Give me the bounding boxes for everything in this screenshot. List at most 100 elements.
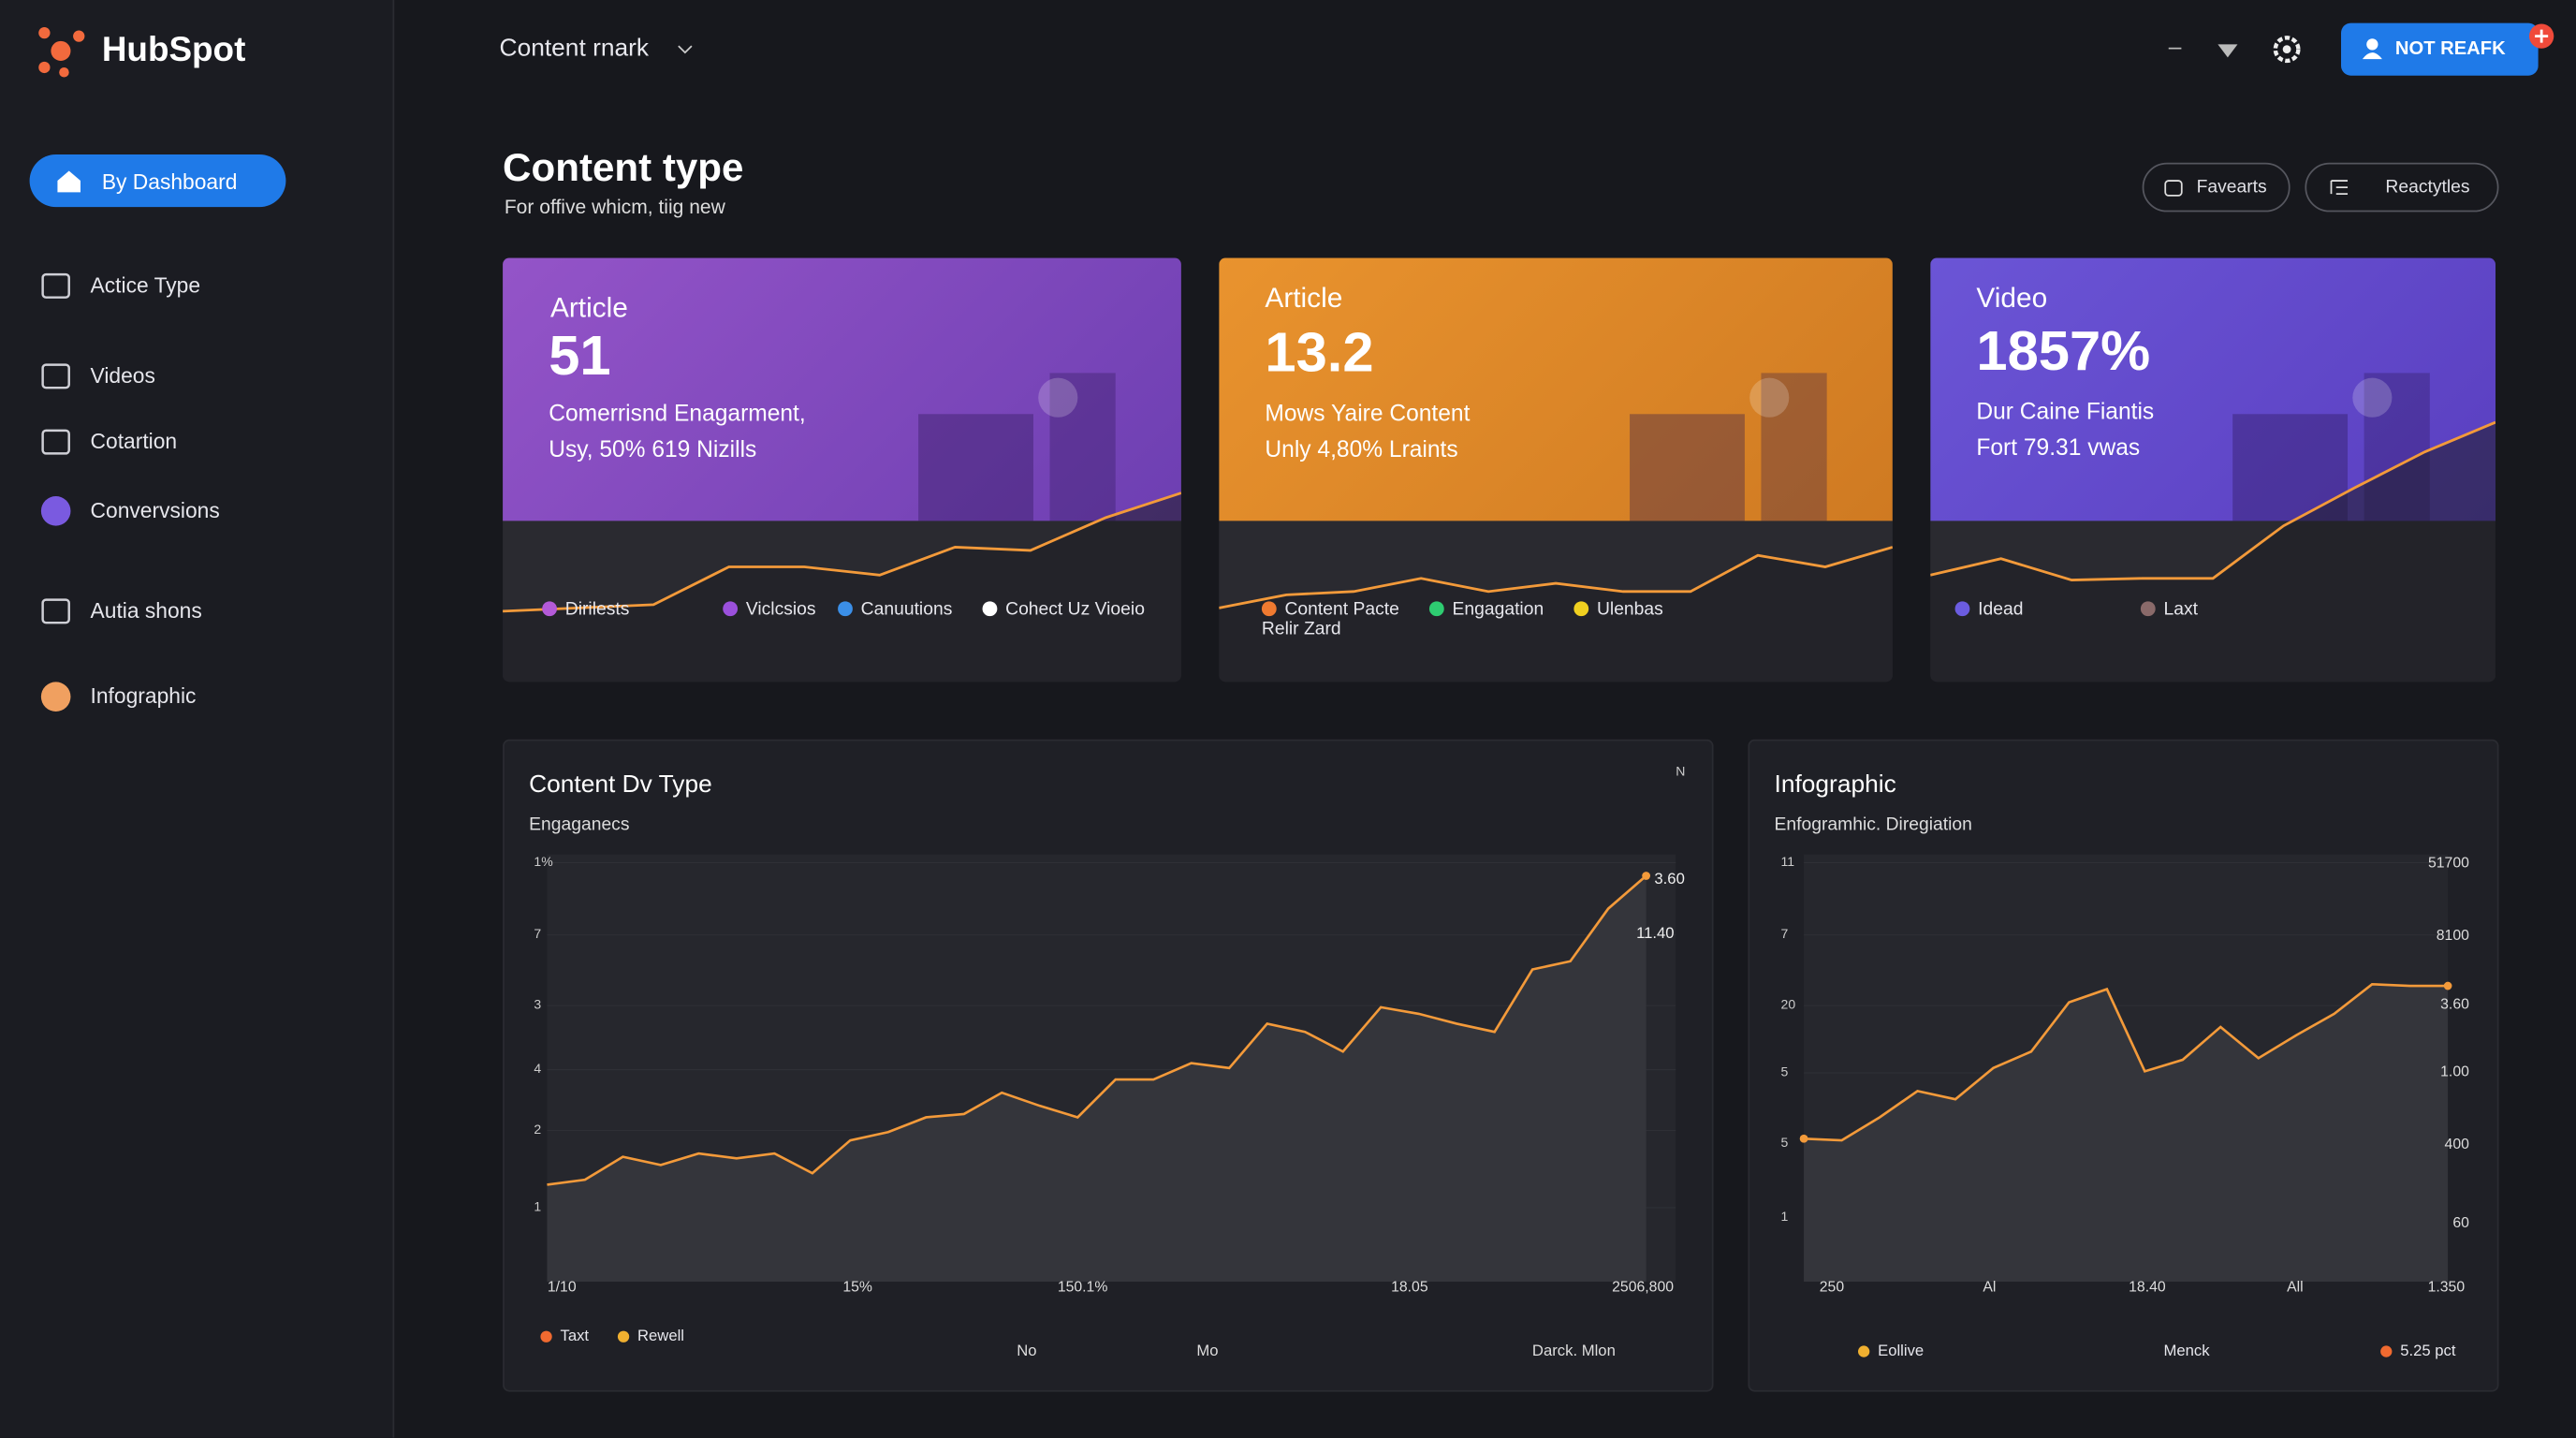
point-label: 3.60	[1654, 871, 1685, 889]
nav-item[interactable]: Infographic	[33, 677, 361, 716]
nav-label: Infographic	[90, 683, 197, 709]
home-icon	[57, 170, 80, 193]
nav-icon-shape	[40, 496, 71, 526]
legend-dot	[2140, 601, 2156, 617]
y-tick-label: 1%	[534, 854, 553, 870]
x-tick-label: Al	[1983, 1278, 1997, 1296]
favorites-button[interactable]: Favearts	[2142, 162, 2291, 213]
illustration-block	[1049, 373, 1116, 521]
nav-icon	[41, 429, 70, 455]
content-menu[interactable]: Content rnark	[499, 34, 650, 63]
y2-tick-label: 8100	[2436, 926, 2469, 944]
x-tick-label: All	[2287, 1278, 2304, 1296]
chart-corner: N	[1676, 764, 1686, 779]
chart-title: Infographic	[1774, 770, 1896, 799]
reactytles-label: Reactytles	[2385, 177, 2470, 198]
card-text: Dur Caine Fiantis	[1976, 397, 2155, 424]
legend-dot	[617, 1330, 630, 1343]
legend-item: Engagation	[1428, 599, 1627, 620]
legend-item: Laxt	[2140, 600, 2338, 620]
card-value: 13.2	[1265, 321, 1374, 385]
nav-icon-shape	[41, 363, 70, 389]
nav-icon-shape	[41, 429, 70, 455]
y-tick-label: 20	[1780, 997, 1796, 1013]
x-tick-label: 1.350	[2427, 1278, 2466, 1296]
legend-dot	[1261, 601, 1277, 617]
y2-tick-label: 400	[2444, 1135, 2469, 1152]
user-icon	[2362, 38, 2382, 60]
user-button[interactable]: NOT REAFK	[2341, 22, 2539, 76]
legend-item: Content Pacte Relir Zard	[1261, 599, 1410, 639]
x-tick-label: 150.1%	[1057, 1278, 1108, 1296]
point-label: 11.40	[1636, 925, 1675, 944]
nav-item[interactable]: Actice Type	[33, 266, 361, 305]
legend-dot	[982, 601, 998, 617]
card-text: Comerrisnd Enagarment,	[549, 399, 806, 426]
legend-dot	[1954, 601, 1970, 617]
y-tick-label: 4	[534, 1061, 542, 1077]
nav-icon-shape	[41, 598, 70, 624]
legend-dot	[540, 1330, 552, 1343]
nav-label: Autia shons	[90, 597, 202, 624]
nav-label: Cotartion	[90, 429, 178, 454]
dropdown-icon[interactable]	[2217, 44, 2238, 58]
legend-dot	[2380, 1345, 2393, 1357]
y-tick-label: 7	[1780, 926, 1789, 942]
legend-label: Rewell	[637, 1328, 685, 1346]
nav-icon	[40, 682, 71, 712]
legend-item: Menck	[2163, 1343, 2209, 1360]
minimize[interactable]: –	[2168, 33, 2182, 60]
nav-label: Actice Type	[90, 272, 201, 298]
legend-dot	[542, 601, 557, 617]
chart-title: Content Dv Type	[529, 770, 712, 799]
legend-item: 5.25 pct	[2380, 1343, 2456, 1360]
nav-item[interactable]: Convervsions	[33, 492, 361, 531]
settings-icon[interactable]	[2271, 33, 2304, 66]
trend-line	[1219, 546, 1893, 609]
nav-item[interactable]: Autia shons	[33, 592, 361, 631]
nav-icon	[41, 272, 70, 299]
legend-item: Canuutions	[838, 600, 1035, 620]
x-tick-label: 1/10	[547, 1278, 577, 1296]
illustration-block	[1630, 414, 1745, 521]
sidebar: HubSpot By Dashboard Actice Type Videos Co…	[0, 0, 395, 1438]
legend-item: Viclcsios	[723, 600, 920, 620]
y-tick-label: 2	[534, 1122, 542, 1137]
card-value: 51	[549, 325, 611, 389]
x-tick-label: 15%	[842, 1278, 872, 1296]
card-label: Article	[549, 292, 628, 324]
nav-item[interactable]: Videos	[33, 357, 361, 396]
notification-badge[interactable]	[2528, 23, 2554, 50]
legend-dot	[838, 601, 853, 617]
y2-tick-label: 1.00	[2440, 1063, 2469, 1080]
y-tick-label: 5	[1780, 1135, 1789, 1151]
nav-label: Videos	[90, 362, 155, 389]
card-text: Fort 79.31 vwas	[1976, 433, 2141, 461]
card-text: Mows Yaire Content	[1265, 399, 1471, 426]
trend-area	[1219, 547, 1893, 682]
reactytles-button[interactable]: Reactytles	[2305, 162, 2499, 213]
legend-label: Engagation	[1452, 599, 1544, 620]
y-tick-label: 1	[534, 1199, 542, 1215]
page-title: Content type	[503, 146, 744, 191]
trend-area	[1930, 422, 2496, 682]
legend-label: Ulenbas	[1596, 599, 1663, 620]
x-tick-label: 18.05	[1391, 1278, 1428, 1296]
trend-area	[503, 492, 1181, 682]
legend-label: Taxt	[560, 1328, 590, 1346]
y-tick-label: 7	[534, 926, 542, 942]
dashboard-button[interactable]: By Dashboard	[29, 154, 286, 208]
card-trend	[1930, 420, 2496, 682]
content-card: Article 51 Comerrisnd Enagarment, Usy, 50% …	[503, 257, 1181, 682]
footer-label: No	[1017, 1342, 1037, 1361]
card-trend	[1219, 546, 1893, 682]
nav-icon	[41, 363, 70, 389]
nav-item[interactable]: Cotartion	[33, 422, 361, 462]
legend-label: Viclcsios	[745, 599, 816, 620]
legend-dot	[1428, 601, 1444, 617]
page-subtitle: For offive whicm, tiig new	[504, 195, 725, 219]
legend-label: Content Pacte Relir Zard	[1261, 599, 1399, 639]
nav-icon-shape	[41, 272, 70, 299]
y-tick-label: 5	[1780, 1064, 1789, 1080]
